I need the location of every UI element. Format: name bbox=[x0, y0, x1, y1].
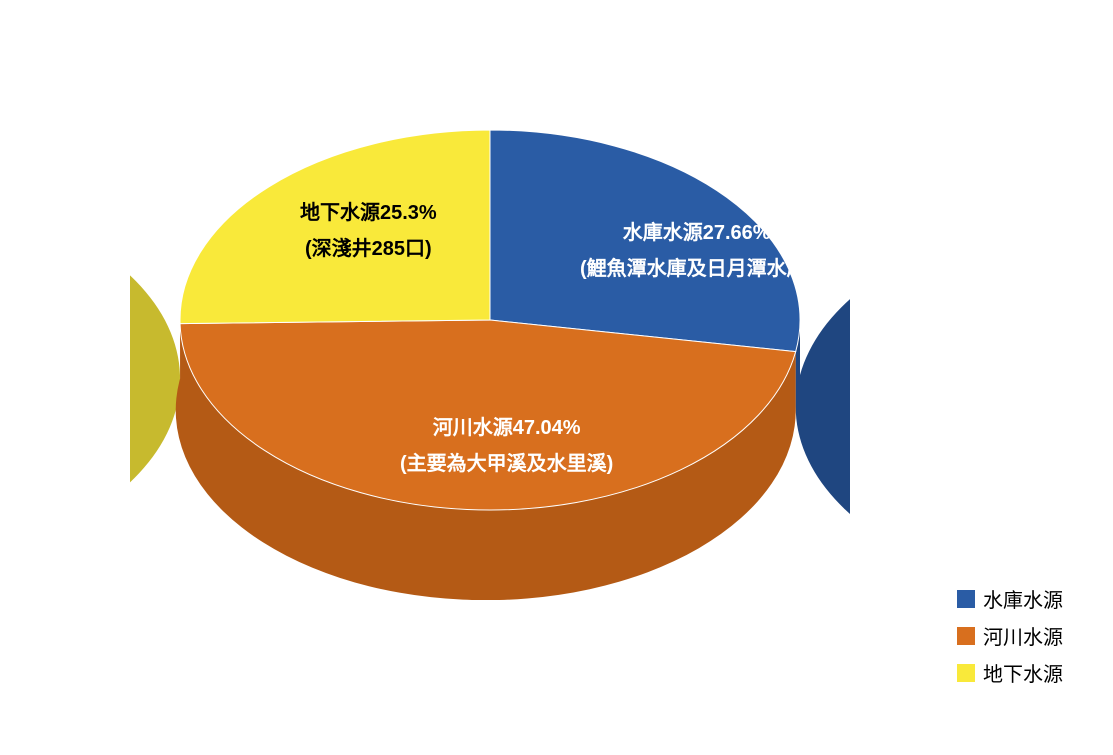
legend-label-river: 河川水源 bbox=[983, 621, 1063, 650]
legend: 水庫水源 河川水源 地下水源 bbox=[957, 584, 1063, 695]
legend-item-groundwater: 地下水源 bbox=[957, 658, 1063, 687]
legend-swatch-groundwater bbox=[957, 664, 975, 682]
pie-svg bbox=[130, 100, 850, 600]
legend-item-reservoir: 水庫水源 bbox=[957, 584, 1063, 613]
legend-item-river: 河川水源 bbox=[957, 621, 1063, 650]
legend-label-reservoir: 水庫水源 bbox=[983, 584, 1063, 613]
pie-3d: 水庫水源27.66% (鯉魚潭水庫及日月潭水庫) 河川水源47.04% (主要為… bbox=[130, 100, 850, 600]
legend-swatch-river bbox=[957, 627, 975, 645]
legend-swatch-reservoir bbox=[957, 590, 975, 608]
legend-label-groundwater: 地下水源 bbox=[983, 658, 1063, 687]
pie-chart-container: 水庫水源27.66% (鯉魚潭水庫及日月潭水庫) 河川水源47.04% (主要為… bbox=[130, 100, 850, 600]
